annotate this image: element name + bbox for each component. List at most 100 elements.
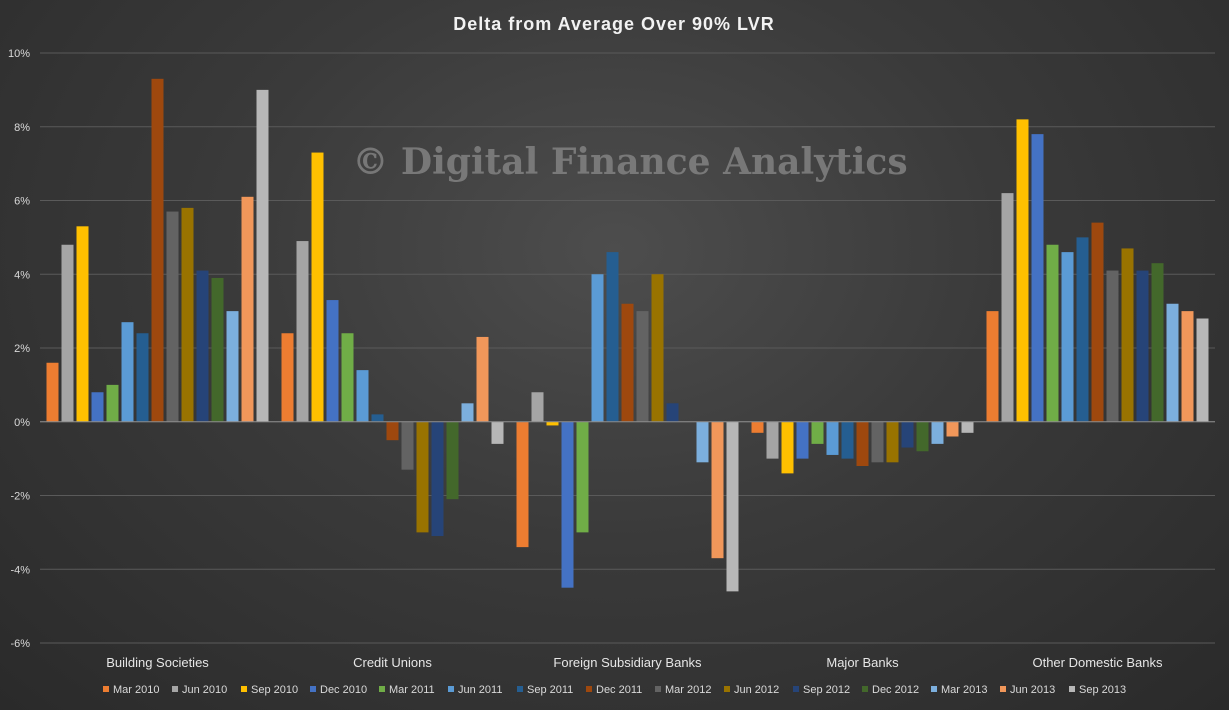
- watermark-text: © Digital Finance Analytics: [352, 141, 907, 183]
- bar: [826, 421, 839, 455]
- bar: [961, 421, 974, 433]
- legend-label: Sep 2010: [251, 684, 298, 696]
- bar: [476, 336, 489, 422]
- y-tick-label: 2%: [14, 343, 30, 355]
- legend-label: Jun 2013: [1010, 684, 1055, 696]
- bar: [796, 421, 809, 459]
- bar: [986, 311, 999, 422]
- bar: [886, 421, 899, 463]
- bar: [1046, 244, 1059, 422]
- legend-label: Jun 2012: [734, 684, 779, 696]
- legend-label: Mar 2011: [389, 684, 435, 696]
- chart-title: Delta from Average Over 90% LVR: [453, 14, 774, 34]
- legend-swatch: [586, 686, 592, 692]
- x-axis-category-labels: Building Societies Credit Unions Foreign S…: [106, 655, 1163, 670]
- bar: [766, 421, 779, 459]
- bar: [491, 421, 504, 444]
- bar: [166, 211, 179, 422]
- legend-swatch: [241, 686, 247, 692]
- bar: [1181, 311, 1194, 422]
- bar: [296, 241, 309, 422]
- bar: [61, 244, 74, 422]
- bar: [871, 421, 884, 463]
- bar: [196, 270, 209, 422]
- x-category-label: Credit Unions: [353, 655, 432, 670]
- y-tick-label: 6%: [14, 196, 30, 208]
- legend-label: Sep 2013: [1079, 684, 1126, 696]
- bar: [711, 421, 724, 559]
- bars: [46, 78, 1209, 592]
- bar: [461, 403, 474, 422]
- x-category-label: Other Domestic Banks: [1032, 655, 1163, 670]
- legend-label: Sep 2012: [803, 684, 850, 696]
- bar: [241, 196, 254, 422]
- y-tick-label: 10%: [8, 48, 30, 60]
- y-tick-label: 4%: [14, 269, 30, 281]
- y-tick-label: -6%: [10, 638, 30, 650]
- x-category-label: Building Societies: [106, 655, 209, 670]
- bar: [696, 421, 709, 463]
- bar: [76, 226, 89, 422]
- bar: [1016, 119, 1029, 422]
- legend-label: Sep 2011: [527, 684, 573, 696]
- bar: [311, 152, 324, 422]
- bar: [1196, 318, 1209, 422]
- x-category-label: Foreign Subsidiary Banks: [553, 655, 702, 670]
- bar: [621, 303, 634, 422]
- bar: [106, 384, 119, 422]
- bar: [386, 421, 399, 441]
- legend-swatch: [103, 686, 109, 692]
- y-tick-label: 0%: [14, 417, 30, 429]
- bar: [751, 421, 764, 433]
- legend-swatch: [793, 686, 799, 692]
- bar: [121, 322, 134, 422]
- bar: [1166, 303, 1179, 422]
- legend-label: Dec 2012: [872, 684, 919, 696]
- bar: [606, 252, 619, 422]
- bar: [341, 333, 354, 422]
- legend-swatch: [379, 686, 385, 692]
- bar: [1136, 270, 1149, 422]
- legend-swatch: [655, 686, 661, 692]
- legend-swatch: [1000, 686, 1006, 692]
- bar: [151, 78, 164, 422]
- bar: [726, 421, 739, 592]
- bar: [901, 421, 914, 448]
- bar: [841, 421, 854, 459]
- bar: [1001, 193, 1014, 422]
- legend-label: Mar 2010: [113, 684, 159, 696]
- y-axis-tick-labels: -6% -4% -2% 0% 2% 4% 6% 8% 10%: [8, 48, 30, 650]
- legend: Mar 2010 Jun 2010 Sep 2010 Dec 2010 Mar 2011…: [103, 684, 1126, 696]
- bar: [431, 421, 444, 537]
- bar: [211, 277, 224, 422]
- bar: [651, 274, 664, 422]
- legend-label: Dec 2010: [320, 684, 367, 696]
- bar: [1031, 134, 1044, 422]
- bar: [916, 421, 929, 452]
- x-category-label: Major Banks: [826, 655, 899, 670]
- bar: [356, 370, 369, 422]
- bar: [416, 421, 429, 533]
- bar: [666, 403, 679, 422]
- legend-label: Mar 2013: [941, 684, 987, 696]
- y-tick-label: -2%: [10, 491, 30, 503]
- bar: [1091, 222, 1104, 422]
- bar: [136, 333, 149, 422]
- bar: [91, 392, 104, 422]
- bar: [226, 311, 239, 422]
- bar: [811, 421, 824, 444]
- bar: [576, 421, 589, 533]
- bar: [781, 421, 794, 474]
- bar: [1151, 263, 1164, 422]
- bar: [561, 421, 574, 588]
- bar: [181, 207, 194, 422]
- legend-swatch: [517, 686, 523, 692]
- legend-swatch: [448, 686, 454, 692]
- bar: [931, 421, 944, 444]
- bar: [636, 311, 649, 422]
- y-tick-label: 8%: [14, 122, 30, 134]
- bar: [856, 421, 869, 466]
- bar: [591, 274, 604, 422]
- bar: [281, 333, 294, 422]
